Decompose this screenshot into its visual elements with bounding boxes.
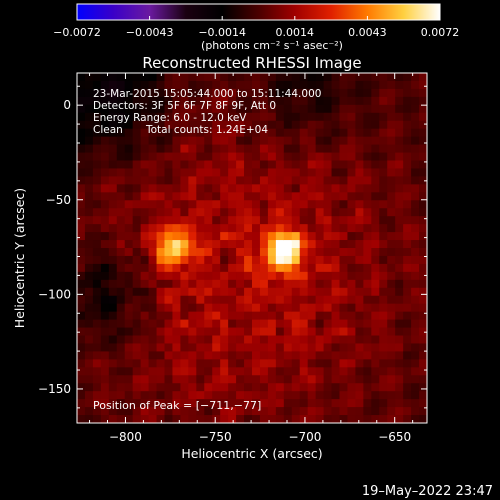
colorbar-tick-label: −0.0072 bbox=[53, 26, 101, 39]
colorbar-tick-label: −0.0043 bbox=[126, 26, 174, 39]
colorbar-ticks: −0.0072 −0.0043 −0.0014 0.0014 0.0043 0.0072 bbox=[53, 16, 459, 39]
colorbar-unit-label: (photons cm⁻² s⁻¹ asec⁻²) bbox=[201, 39, 343, 52]
y-axis-label: Heliocentric Y (arcsec) bbox=[12, 188, 27, 328]
x-tick-label: −650 bbox=[378, 430, 411, 444]
x-axis-label: Heliocentric X (arcsec) bbox=[181, 446, 322, 461]
render-timestamp: 19–May–2022 23:47 bbox=[362, 484, 493, 499]
annotation-total-counts: Total counts: 1.24E+04 bbox=[145, 124, 268, 136]
axis-ticks: −800 −750 −700 −650 0 −50 −100 −150 bbox=[38, 73, 427, 444]
colorbar-tick-label: 0.0043 bbox=[348, 26, 387, 39]
annotation-peak-position: Position of Peak = [−711,−77] bbox=[93, 399, 261, 412]
y-tick-label: −100 bbox=[38, 287, 71, 301]
colorbar bbox=[76, 3, 441, 21]
annotation-energy-range: Energy Range: 6.0 - 12.0 keV bbox=[93, 112, 247, 124]
x-tick-label: −750 bbox=[199, 430, 232, 444]
y-tick-label: 0 bbox=[63, 98, 71, 112]
x-tick-label: −700 bbox=[288, 430, 321, 444]
annotation-detectors: Detectors: 3F 5F 6F 7F 8F 9F, Att 0 bbox=[93, 100, 276, 112]
annotation-algorithm: Clean bbox=[93, 124, 123, 136]
colorbar-tick-label: 0.0072 bbox=[421, 26, 460, 39]
heatmap-image bbox=[77, 73, 427, 423]
chart-title: Reconstructed RHESSI Image bbox=[142, 54, 361, 72]
x-tick-label: −800 bbox=[109, 430, 142, 444]
y-tick-label: −50 bbox=[46, 193, 71, 207]
y-tick-label: −150 bbox=[38, 382, 71, 396]
colorbar-tick-label: −0.0014 bbox=[198, 26, 246, 39]
colorbar-tick-label: 0.0014 bbox=[276, 26, 315, 39]
plot-frame bbox=[76, 72, 428, 424]
annotation-time-range: 23-Mar-2015 15:05:44.000 to 15:11:44.000 bbox=[93, 88, 321, 100]
